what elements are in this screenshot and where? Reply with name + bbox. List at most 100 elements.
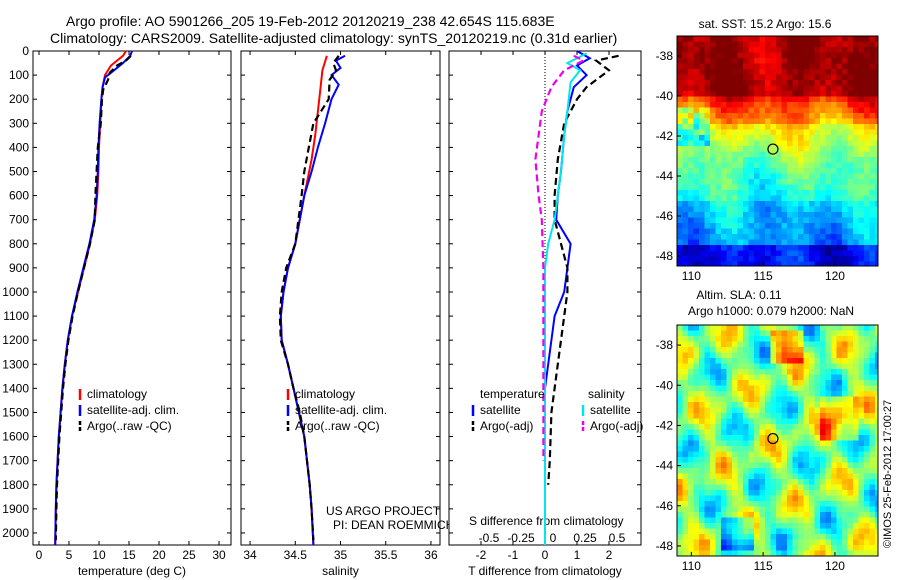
s-tick-label: 0 xyxy=(550,531,557,545)
map-panel-2: 110 115 120 -38 -40 -42 -44 -46 -48 Altim. SLA: 0… xyxy=(656,288,894,573)
y-tick-label: 1800 xyxy=(2,478,29,492)
s-tick-label: 0.5 xyxy=(609,531,626,545)
legend-title: salinity xyxy=(588,387,625,401)
y-tick-label: 600 xyxy=(9,189,29,203)
y-tick-label: 1000 xyxy=(2,285,29,299)
legend-title: temperature xyxy=(480,387,545,401)
argo-position-marker xyxy=(767,432,779,445)
map-panel-1: 110 115 120 -38 -40 -42 -44 -46 -48 sat. SST: 15.… xyxy=(656,17,879,283)
y-tick-label: 500 xyxy=(9,164,29,178)
x-tick-label: 115 xyxy=(754,269,773,283)
legend-label: Argo(-adj) xyxy=(590,419,643,433)
x-tick-label: 2 xyxy=(606,548,613,562)
figure-title-line1: Argo profile: AO 5901266_205 19-Feb-2012… xyxy=(66,13,555,29)
y-tick-label: -44 xyxy=(656,459,674,473)
legend-label: satellite xyxy=(590,403,631,417)
heatmap-cells xyxy=(677,36,879,267)
x-tick-label: 110 xyxy=(682,559,701,573)
x-axis-label: T difference from climatology xyxy=(468,564,622,578)
x-tick-label: -1 xyxy=(508,548,519,562)
y-tick-label: 0 xyxy=(22,44,29,58)
x-tick-label: 30 xyxy=(212,548,226,562)
y-tick-label: -44 xyxy=(656,169,674,183)
y-tick-label: 2000 xyxy=(2,526,29,540)
annotation-line: PI: DEAN ROEMMICH xyxy=(333,518,454,532)
y-tick-label: 1900 xyxy=(2,502,29,516)
y-tick-label: -38 xyxy=(656,49,674,63)
x-tick-label: 36 xyxy=(424,548,438,562)
series-line-2 xyxy=(547,54,619,485)
y-tick-label: -42 xyxy=(656,418,674,432)
x-tick-label: 34.5 xyxy=(284,548,308,562)
s-tick-label: 0.25 xyxy=(573,531,597,545)
s-axis-label: S difference from climatology xyxy=(469,514,624,528)
y-tick-label: 400 xyxy=(9,140,29,154)
x-tick-label: 115 xyxy=(754,559,773,573)
y-tick-label: -40 xyxy=(656,89,674,103)
figure-title-line2: Climatology: CARS2009. Satellite-adjuste… xyxy=(50,30,618,46)
legend-label: climatology xyxy=(87,387,147,401)
y-tick-label: -46 xyxy=(656,209,674,223)
profile-panel-1: 0100200300400500600700800900100011001200… xyxy=(2,44,232,578)
x-tick-label: 20 xyxy=(152,548,166,562)
x-tick-label: 0 xyxy=(36,548,43,562)
x-axis-label: salinity xyxy=(322,564,359,578)
y-tick-label: 200 xyxy=(9,92,29,106)
map-frame xyxy=(676,35,879,267)
x-axis-label: temperature (deg C) xyxy=(78,564,186,578)
map-title-line1: Altim. SLA: 0.11 xyxy=(696,288,781,302)
y-tick-label: -42 xyxy=(656,129,674,143)
x-tick-label: -2 xyxy=(476,548,487,562)
legend-label: satellite-adj. clim. xyxy=(295,403,387,417)
y-tick-label: 800 xyxy=(9,237,29,251)
x-tick-label: 10 xyxy=(92,548,106,562)
y-tick-label: -40 xyxy=(656,378,674,392)
y-tick-label: 100 xyxy=(9,68,29,82)
y-tick-label: -48 xyxy=(656,539,674,553)
x-tick-label: 34 xyxy=(243,548,257,562)
x-tick-label: 120 xyxy=(825,269,845,283)
legend-label: satellite xyxy=(480,403,521,417)
y-tick-label: 1600 xyxy=(2,430,29,444)
y-tick-label: 1500 xyxy=(2,405,29,419)
profile-panel-2: 34 34.5 35 35.5 36 salinity climatology satelli… xyxy=(240,50,454,578)
plot-frame xyxy=(240,50,441,546)
s-tick-label: -0.25 xyxy=(507,531,535,545)
y-tick-label: -48 xyxy=(656,249,674,263)
legend-label: climatology xyxy=(295,387,355,401)
y-tick-label: 1700 xyxy=(2,454,29,468)
y-tick-label: -46 xyxy=(656,499,674,513)
plot-frame xyxy=(32,50,232,546)
series-line-4 xyxy=(534,54,586,461)
y-tick-label: 1300 xyxy=(2,357,29,371)
map-title-line2: Argo h1000: 0.079 h2000: NaN xyxy=(688,304,854,318)
legend-label: satellite-adj. clim. xyxy=(87,403,179,417)
series-line-2 xyxy=(279,54,346,546)
y-tick-label: 300 xyxy=(9,116,29,130)
x-tick-label: 5 xyxy=(66,548,73,562)
y-tick-label: -38 xyxy=(656,338,674,352)
profile-panel-3: -2 -1 0 1 2 T difference from climatology -0.5… xyxy=(448,50,643,578)
series-line-3 xyxy=(54,55,132,541)
copyright-text: ©IMOS 25-Feb-2012 17:00:27 xyxy=(882,400,894,548)
argo-position-marker xyxy=(767,143,779,155)
x-tick-label: 35.5 xyxy=(374,548,398,562)
series-line-3 xyxy=(544,52,588,545)
y-tick-label: 700 xyxy=(9,213,29,227)
legend-label: Argo(-adj) xyxy=(480,419,533,433)
legend-label: Argo(..raw -QC) xyxy=(295,419,380,433)
x-tick-label: 25 xyxy=(182,548,196,562)
map-frame xyxy=(676,324,879,557)
series-line-3 xyxy=(278,55,340,541)
map-title: sat. SST: 15.2 Argo: 15.6 xyxy=(699,17,832,31)
legend-label: Argo(..raw -QC) xyxy=(87,419,172,433)
x-tick-label: 15 xyxy=(122,548,136,562)
x-tick-label: 1 xyxy=(574,548,581,562)
x-tick-label: 120 xyxy=(825,559,845,573)
y-tick-label: 1200 xyxy=(2,333,29,347)
heatmap-cells xyxy=(677,325,879,557)
y-tick-label: 900 xyxy=(9,261,29,275)
annotation-line: US ARGO PROJECT xyxy=(326,504,441,518)
x-tick-label: 0 xyxy=(542,548,549,562)
